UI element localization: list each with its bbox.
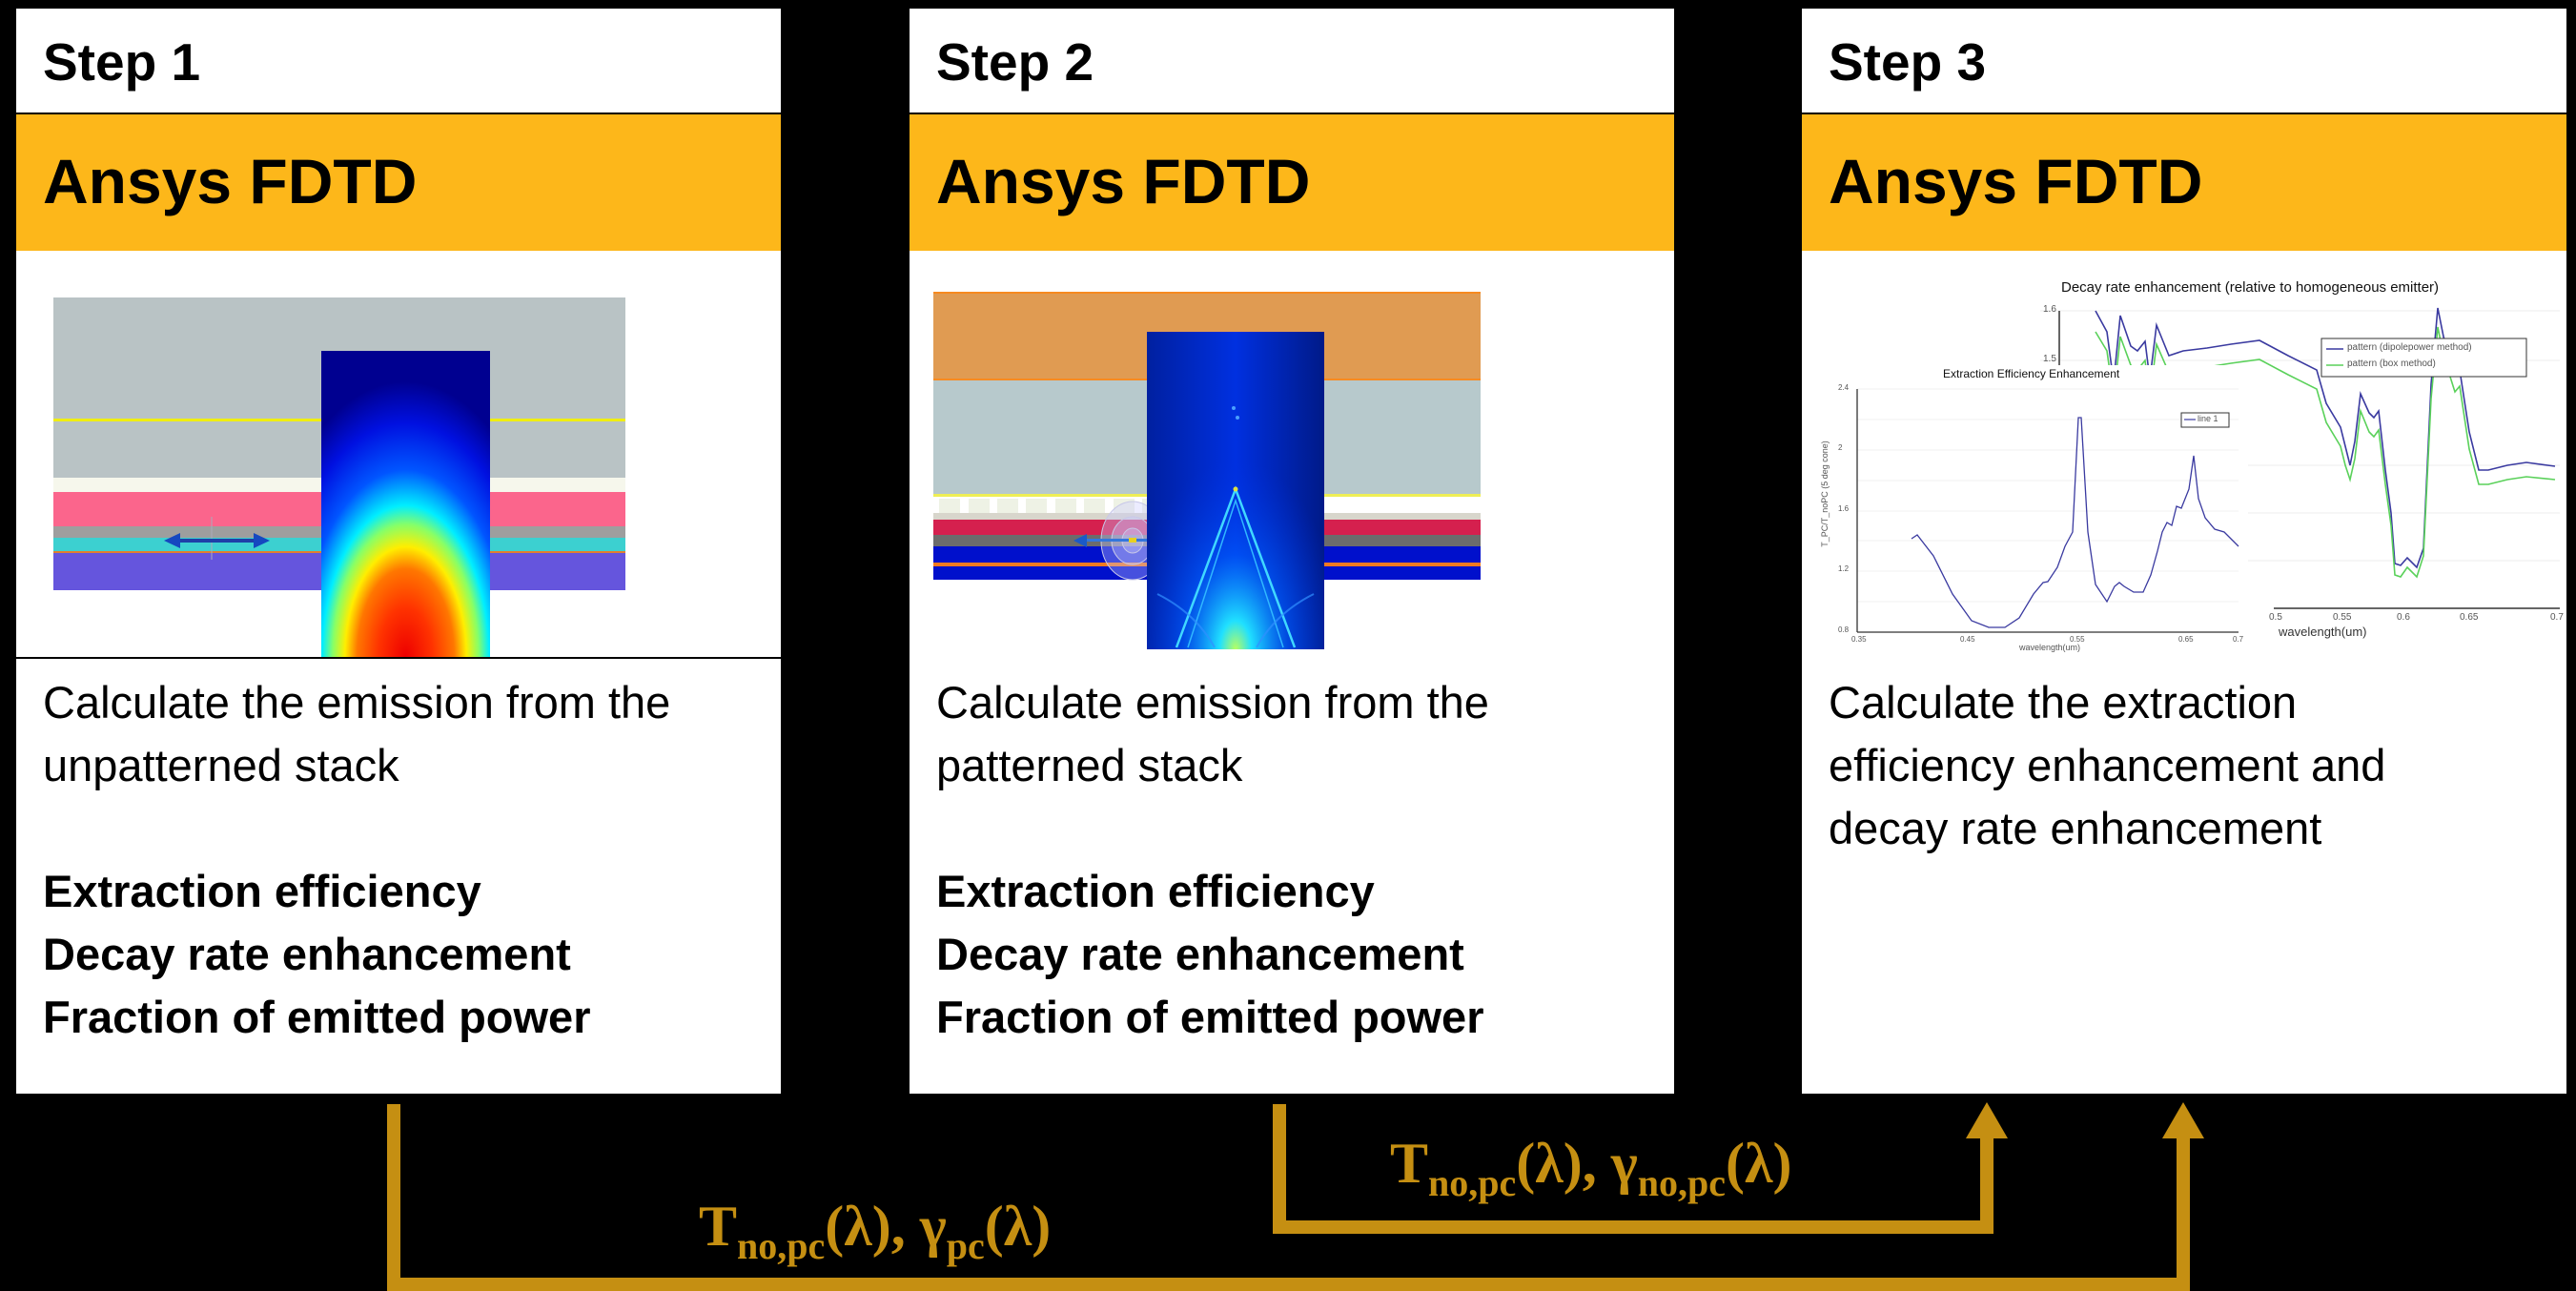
y-tick: 1.6 [2043, 304, 2056, 315]
x-tick: 0.5 [2269, 612, 2282, 623]
tool-band: Ansys FDTD [16, 114, 781, 251]
output-item: Fraction of emitted power [936, 992, 1484, 1042]
tool-name: Ansys FDTD [1829, 146, 2203, 216]
y-tick: 0.8 [1838, 625, 1850, 634]
y-tick: 2.4 [1838, 383, 1850, 392]
step-header: Step 2 [910, 9, 1674, 115]
field-profile-heatmap [321, 351, 490, 657]
x-tick: 0.7 [2550, 612, 2564, 623]
output-item: Fraction of emitted power [43, 992, 591, 1042]
step-description: Calculate emission from the patterned st… [936, 677, 1489, 790]
y-tick: 1.2 [1838, 564, 1850, 573]
output-item: Extraction efficiency [43, 866, 481, 916]
x-tick: 0.55 [2070, 635, 2085, 644]
stack-diagram [933, 292, 1481, 649]
tool-band: Ansys FDTD [1802, 114, 2566, 251]
legend-label: pattern (dipolepower method) [2347, 342, 2472, 353]
step-1-panel: Step 1 Ansys FDTD [16, 9, 781, 1094]
y-tick: 2 [1838, 443, 1843, 452]
stack-diagram [53, 297, 625, 657]
divider [16, 657, 781, 659]
step-description: Calculate the emission from the unpatter… [43, 677, 671, 790]
legend-label: pattern (box method) [2347, 359, 2436, 369]
outputs-list: Extraction efficiency Decay rate enhance… [43, 860, 591, 1049]
step-label: Step 2 [936, 32, 1094, 92]
outputs-list: Extraction efficiency Decay rate enhance… [936, 860, 1484, 1049]
output-item: Decay rate enhancement [43, 929, 571, 979]
chart-legend [2320, 338, 2527, 378]
legend-label: line 1 [2198, 414, 2218, 423]
formula-step2-outputs: Tno,pc(λ), γno,pc(λ) [1390, 1132, 1792, 1204]
step-label: Step 3 [1829, 32, 1987, 92]
x-axis-label: wavelength(um) [2279, 625, 2367, 639]
chart-title: Decay rate enhancement (relative to homo… [2061, 279, 2440, 296]
output-item: Decay rate enhancement [936, 929, 1464, 979]
field-profile-heatmap [1147, 332, 1324, 649]
y-axis-label: T_PC/T_noPC (5 deg cone) [1819, 441, 1830, 547]
dipole-arrow-icon [164, 517, 270, 560]
x-tick: 0.6 [2397, 612, 2410, 623]
tool-name: Ansys FDTD [936, 146, 1311, 216]
y-tick: 1.5 [2043, 354, 2056, 364]
formula-step1-outputs: Tno,pc(λ), γpc(λ) [699, 1195, 1052, 1267]
tool-name: Ansys FDTD [43, 146, 418, 216]
x-tick: 0.65 [2460, 612, 2479, 623]
x-tick: 0.65 [2178, 635, 2194, 644]
step-header: Step 1 [16, 9, 781, 115]
step-2-panel: Step 2 Ansys FDTD [910, 9, 1674, 1094]
arrow-up-icon [2162, 1102, 2204, 1138]
unpatterned-stack-figure [16, 251, 781, 659]
output-item: Extraction efficiency [936, 866, 1375, 916]
x-tick: 0.55 [2333, 612, 2352, 623]
result-plots: Decay rate enhancement (relative to homo… [1802, 251, 2566, 657]
step-label: Step 1 [43, 32, 201, 92]
x-axis-label: wavelength(um) [2019, 643, 2081, 652]
arrow-up-icon [1966, 1102, 2008, 1138]
x-tick: 0.45 [1960, 635, 1975, 644]
decay-rate-chart: Decay rate enhancement (relative to homo… [2040, 279, 2565, 651]
step-description: Calculate the extraction efficiency enha… [1829, 677, 2386, 853]
patterned-stack-figure [910, 251, 1674, 657]
step-3-panel: Step 3 Ansys FDTD Decay rate enhancement… [1802, 9, 2566, 1094]
chart-title: Extraction Efficiency Enhancement [1943, 367, 2120, 380]
x-tick: 0.7 [2233, 635, 2244, 644]
x-tick: 0.35 [1851, 635, 1867, 644]
step-header: Step 3 [1802, 9, 2566, 115]
tool-band: Ansys FDTD [910, 114, 1674, 251]
y-tick: 1.6 [1838, 504, 1850, 513]
extraction-efficiency-chart: Extraction Efficiency Enhancement line 1… [1820, 365, 2248, 652]
